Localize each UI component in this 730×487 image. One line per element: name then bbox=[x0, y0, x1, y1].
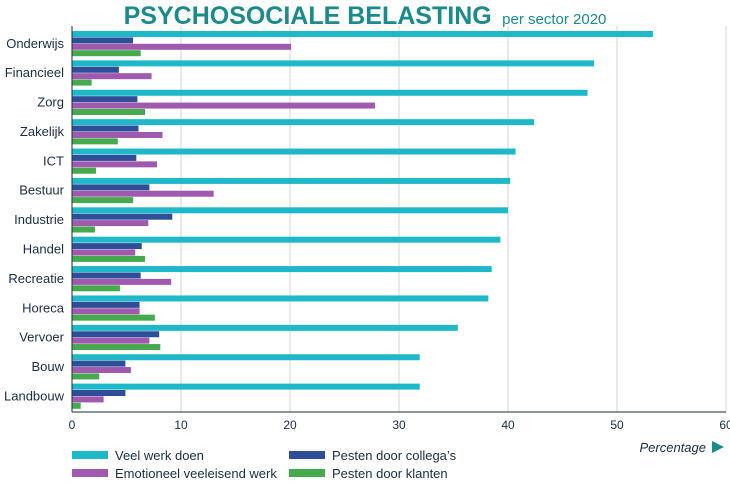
chart-title-main: PSYCHOSOCIALE BELASTING bbox=[124, 2, 492, 30]
bar bbox=[72, 119, 535, 126]
x-tick-label: 10 bbox=[174, 418, 188, 432]
category-label: Landbouw bbox=[4, 388, 65, 403]
bar bbox=[72, 125, 139, 132]
bar bbox=[72, 220, 149, 227]
bar bbox=[72, 131, 163, 138]
bar bbox=[72, 396, 104, 403]
category-label: Vervoer bbox=[19, 330, 64, 345]
legend-swatch bbox=[289, 451, 325, 459]
bar bbox=[72, 184, 150, 191]
bar bbox=[72, 301, 140, 308]
bar bbox=[72, 31, 653, 37]
bar bbox=[72, 50, 141, 57]
x-tick-label: 20 bbox=[283, 418, 297, 432]
legend-label: Veel werk doen bbox=[115, 448, 204, 463]
category-label: ICT bbox=[43, 153, 64, 168]
bar bbox=[72, 43, 292, 50]
category-label: Bestuur bbox=[19, 183, 64, 198]
bar bbox=[72, 272, 141, 279]
legend-swatch bbox=[72, 451, 108, 459]
bar bbox=[72, 383, 420, 390]
bar bbox=[72, 102, 376, 109]
bar bbox=[72, 190, 214, 197]
bar bbox=[72, 266, 492, 273]
x-axis-label: Percentage bbox=[640, 440, 707, 455]
chart-subtitle: per sector 2020 bbox=[502, 11, 606, 28]
x-axis-arrow-icon bbox=[712, 441, 724, 453]
bar bbox=[72, 314, 155, 321]
legend-label: Emotioneel veeleisend werk bbox=[115, 466, 277, 481]
x-tick-labels: 0 10 20 30 40 50 60 bbox=[69, 418, 730, 432]
bar bbox=[72, 255, 146, 262]
category-label: Bouw bbox=[31, 359, 64, 374]
category-labels: Onderwijs Financieel Zorg Zakelijk ICT Bestuu… bbox=[4, 36, 65, 404]
bar bbox=[72, 161, 158, 168]
bar bbox=[72, 138, 118, 145]
bar bbox=[72, 308, 140, 315]
bar bbox=[72, 66, 119, 73]
category-label: Zakelijk bbox=[20, 124, 65, 139]
bar bbox=[72, 197, 134, 204]
bar bbox=[72, 236, 501, 243]
bar bbox=[72, 37, 134, 44]
bar bbox=[72, 360, 126, 367]
bar bbox=[72, 373, 100, 380]
category-label: Financieel bbox=[5, 65, 64, 80]
x-tick-label: 0 bbox=[69, 418, 76, 432]
bar bbox=[72, 207, 508, 214]
bar bbox=[72, 89, 588, 96]
bar bbox=[72, 177, 511, 184]
x-tick-label: 60 bbox=[719, 418, 730, 432]
bar bbox=[72, 354, 420, 361]
legend-label: Pesten door collega’s bbox=[332, 448, 457, 463]
legend-label: Pesten door klanten bbox=[332, 466, 448, 481]
bar bbox=[72, 324, 458, 331]
legend-swatch bbox=[72, 469, 108, 477]
bar bbox=[72, 337, 150, 344]
bar bbox=[72, 295, 489, 302]
category-label: Horeca bbox=[22, 300, 65, 315]
bar bbox=[72, 285, 120, 292]
bar bbox=[72, 344, 161, 351]
category-label: Onderwijs bbox=[6, 36, 64, 51]
bar bbox=[72, 154, 137, 161]
x-tick-label: 50 bbox=[610, 418, 624, 432]
bar bbox=[72, 167, 96, 174]
gridlines bbox=[180, 26, 727, 412]
legend-swatch bbox=[289, 469, 325, 477]
bar bbox=[72, 96, 138, 103]
category-label: Zorg bbox=[37, 95, 64, 110]
bar bbox=[72, 331, 160, 338]
x-tick-label: 40 bbox=[501, 418, 515, 432]
category-label: Recreatie bbox=[8, 271, 64, 286]
chart-title: PSYCHOSOCIALE BELASTING per sector 2020 bbox=[124, 2, 607, 30]
bar bbox=[72, 243, 142, 250]
bar bbox=[72, 402, 81, 409]
bar bbox=[72, 278, 172, 285]
bars bbox=[72, 31, 653, 409]
bar bbox=[72, 390, 126, 397]
bar bbox=[72, 108, 146, 115]
bar bbox=[72, 79, 92, 86]
bar bbox=[72, 148, 516, 155]
category-label: Handel bbox=[23, 241, 64, 256]
x-tick-label: 30 bbox=[392, 418, 406, 432]
legend: Veel werk doen Pesten door collega’s Emoti… bbox=[72, 448, 457, 481]
bar bbox=[72, 249, 136, 256]
bar bbox=[72, 73, 152, 80]
category-label: Industrie bbox=[14, 212, 64, 227]
bar bbox=[72, 367, 131, 374]
bar bbox=[72, 226, 95, 233]
bar bbox=[72, 60, 595, 67]
bar bbox=[72, 213, 173, 220]
